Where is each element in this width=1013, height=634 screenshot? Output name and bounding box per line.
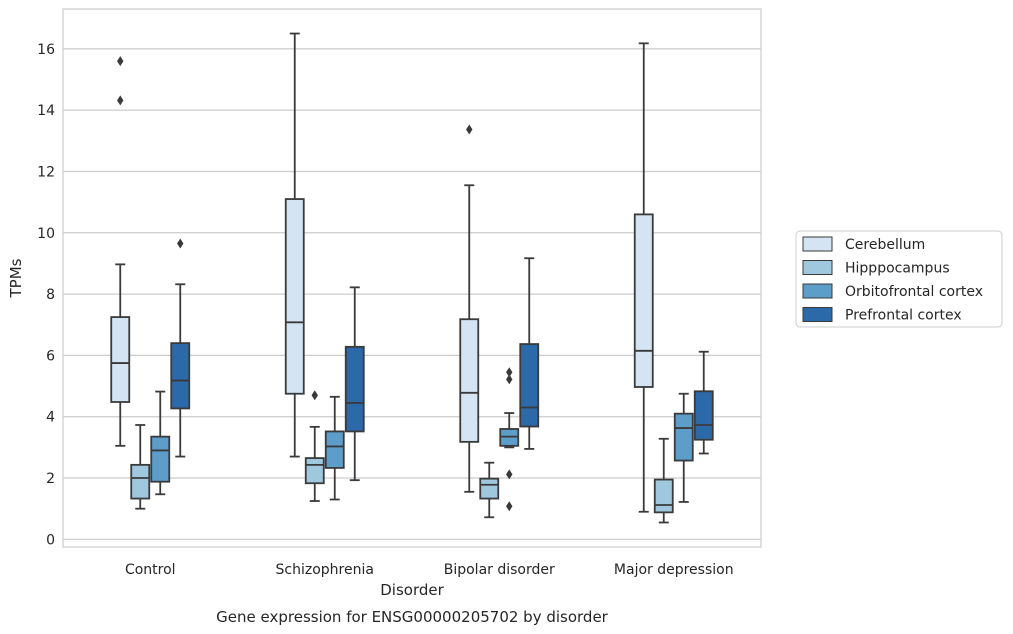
x-tick-label: Bipolar disorder xyxy=(444,562,555,578)
legend-frame xyxy=(795,230,1003,328)
y-tick-label: 8 xyxy=(46,287,55,303)
outlier-point xyxy=(177,238,184,249)
boxes-group xyxy=(110,32,714,524)
y-tick-labels: 0 2 4 6 8 10 12 14 16 xyxy=(37,42,55,548)
legend-swatch xyxy=(802,236,833,252)
box-cerebellum xyxy=(110,56,131,447)
box-orbitofrontal-cortex xyxy=(150,390,171,496)
legend-label: Hipppocampus xyxy=(845,261,950,277)
box-iqr xyxy=(170,342,191,410)
legend-label: Orbitofrontal cortex xyxy=(845,284,983,300)
y-tick-label: 16 xyxy=(37,42,55,58)
legend-swatch xyxy=(802,307,833,322)
outlier-point xyxy=(506,469,513,480)
box-hipppocampus xyxy=(304,390,325,502)
x-tick-label: Control xyxy=(125,562,176,578)
box-cerebellum xyxy=(284,32,305,458)
x-axis-label: Disorder xyxy=(380,581,444,599)
y-axis-label: TPMs xyxy=(7,258,25,298)
box-iqr xyxy=(304,457,325,485)
box-prefrontal-cortex xyxy=(170,238,191,458)
plot-area-frame xyxy=(62,8,762,548)
box-iqr xyxy=(130,463,151,500)
box-iqr xyxy=(344,345,365,433)
box-hipppocampus xyxy=(653,437,674,524)
outlier-point xyxy=(117,95,124,106)
legend-label: Cerebellum xyxy=(845,237,925,253)
box-orbitofrontal-cortex xyxy=(499,367,520,512)
chart-title: Gene expression for ENSG00000205702 by d… xyxy=(216,608,609,626)
outlier-point xyxy=(506,501,513,512)
x-tick-label: Major depression xyxy=(614,562,734,578)
box-iqr xyxy=(693,390,714,441)
outlier-point xyxy=(506,367,513,378)
legend-swatch xyxy=(802,283,833,299)
box-iqr xyxy=(479,477,500,500)
outlier-point xyxy=(466,124,473,135)
box-iqr xyxy=(633,213,654,388)
legend: Cerebellum Hipppocampus Orbitofrontal cort… xyxy=(795,230,1003,328)
box-iqr xyxy=(459,318,480,443)
box-iqr xyxy=(324,430,345,469)
box-iqr xyxy=(110,316,131,403)
box-orbitofrontal-cortex xyxy=(324,395,345,501)
box-prefrontal-cortex xyxy=(519,257,540,450)
y-tick-label: 0 xyxy=(46,532,55,548)
outlier-point xyxy=(117,56,124,67)
box-cerebellum xyxy=(633,42,654,513)
outlier-point xyxy=(506,374,513,385)
x-tick-labels: Control Schizophrenia Bipolar disorder Majo… xyxy=(125,562,734,578)
box-iqr xyxy=(653,478,674,514)
box-orbitofrontal-cortex xyxy=(673,392,694,503)
box-hipppocampus xyxy=(130,424,151,510)
y-tick-label: 6 xyxy=(46,348,55,364)
x-tick-label: Schizophrenia xyxy=(276,562,374,578)
box-cerebellum xyxy=(459,124,480,493)
box-iqr xyxy=(673,412,694,462)
box-hipppocampus xyxy=(479,461,500,519)
box-iqr xyxy=(150,435,171,483)
legend-swatch xyxy=(802,260,833,275)
y-tick-label: 10 xyxy=(37,226,55,242)
box-iqr xyxy=(284,198,305,395)
box-iqr xyxy=(519,343,540,428)
y-tick-label: 12 xyxy=(37,164,55,180)
y-tick-label: 4 xyxy=(46,410,55,426)
y-tick-label: 2 xyxy=(46,471,55,487)
y-tick-label: 14 xyxy=(37,103,55,119)
outlier-point xyxy=(311,390,318,401)
legend-label: Prefrontal cortex xyxy=(845,308,962,324)
box-prefrontal-cortex xyxy=(693,350,714,455)
box-prefrontal-cortex xyxy=(344,286,365,482)
